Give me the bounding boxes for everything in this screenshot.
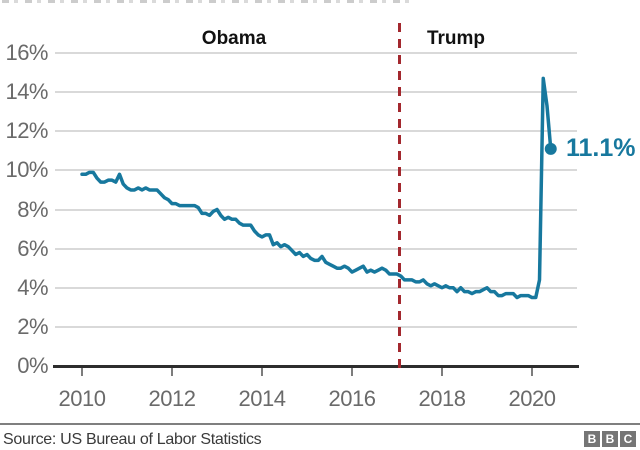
plot-svg bbox=[80, 23, 557, 373]
gridline bbox=[55, 52, 577, 54]
x-axis-tick bbox=[351, 368, 353, 376]
x-axis-tick bbox=[531, 368, 533, 376]
y-axis-label: 14% bbox=[5, 79, 48, 105]
x-axis-line bbox=[53, 365, 579, 368]
footer-divider bbox=[0, 423, 640, 425]
gridline bbox=[55, 130, 577, 133]
y-axis-label: 16% bbox=[5, 40, 48, 65]
gridline bbox=[55, 91, 577, 94]
x-axis-tick bbox=[171, 368, 173, 376]
gridline bbox=[55, 286, 577, 289]
x-axis-label: 2018 bbox=[418, 386, 466, 411]
y-axis-label: 6% bbox=[17, 235, 48, 261]
x-axis-label: 2010 bbox=[58, 386, 106, 411]
unemployment-line bbox=[80, 76, 553, 300]
x-axis-tick bbox=[81, 368, 83, 376]
x-axis-label: 2020 bbox=[508, 386, 556, 411]
bbc-logo-block: B bbox=[584, 431, 600, 447]
bbc-logo-block: C bbox=[620, 431, 636, 447]
gridline bbox=[55, 169, 577, 172]
obama-period-label: Obama bbox=[201, 28, 267, 49]
gridline bbox=[55, 247, 577, 250]
y-axis-label: 12% bbox=[5, 118, 48, 144]
x-axis-label: 2012 bbox=[148, 386, 196, 411]
x-axis-tick bbox=[261, 368, 263, 376]
end-point-marker bbox=[544, 142, 557, 155]
gridline bbox=[55, 208, 577, 211]
y-axis-label: 10% bbox=[5, 157, 48, 183]
x-axis-label: 2016 bbox=[328, 386, 376, 411]
y-axis-label: 4% bbox=[17, 274, 48, 300]
source-text: Source: US Bureau of Labor Statistics bbox=[3, 431, 262, 448]
y-axis-label: 2% bbox=[17, 313, 48, 339]
y-axis-label: 0% bbox=[17, 353, 48, 378]
gridline bbox=[55, 325, 577, 328]
cropped-title-remnant bbox=[2, 0, 410, 3]
x-axis-label: 2014 bbox=[238, 386, 286, 411]
trump-period-label: Trump bbox=[426, 28, 486, 49]
y-axis-label: 8% bbox=[17, 196, 48, 222]
end-value-label: 11.1% bbox=[566, 134, 636, 162]
chart-area: Obama Trump 0% 2% 4% 6% 8% 10% 12% 14% 16% 2010 20… bbox=[5, 23, 636, 411]
x-axis-tick bbox=[441, 368, 443, 376]
bbc-logo-block: B bbox=[602, 431, 618, 447]
